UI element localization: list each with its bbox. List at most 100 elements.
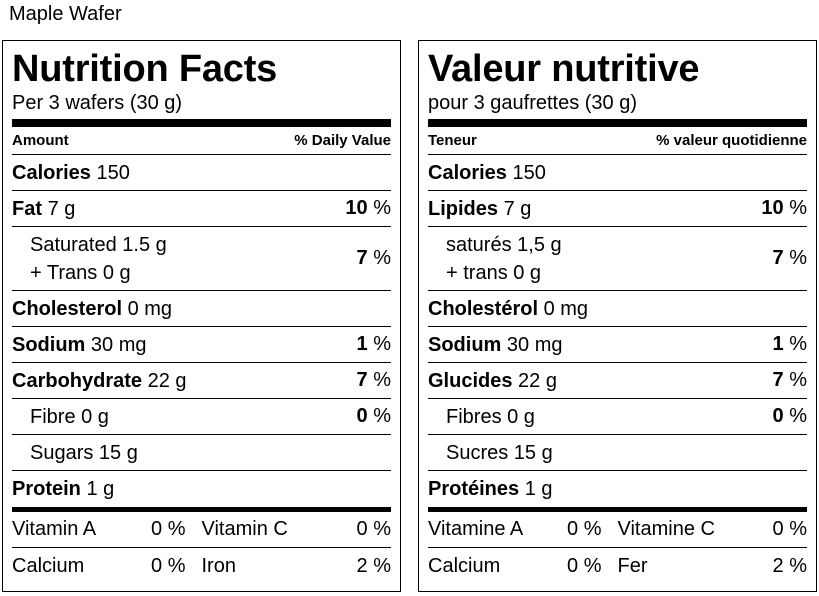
calcium-cell: Calcium 0 % bbox=[12, 555, 202, 578]
iron-label: Iron bbox=[201, 554, 236, 577]
saturated-dv-percent: % bbox=[373, 247, 391, 269]
minerals-row: Calcium 0 % Iron 2 % bbox=[12, 548, 391, 584]
vitamin-c-label: Vitamine C bbox=[617, 518, 715, 540]
cholesterol-label: Cholestérol bbox=[428, 297, 539, 320]
fibre-label: Fibre 0 g bbox=[30, 405, 109, 428]
iron-cell: Iron 2 % bbox=[202, 555, 392, 578]
vitamin-c-label: Vitamin C bbox=[201, 518, 288, 540]
cholesterol-cell: Cholesterol 0 mg bbox=[12, 295, 172, 323]
vitamin-a-label: Vitamin A bbox=[12, 518, 97, 540]
vitamin-c-cell: Vitamine C 0 % bbox=[618, 518, 808, 541]
sodium-daily-value: 1 % bbox=[773, 333, 807, 356]
sodium-label: Sodium bbox=[428, 333, 502, 356]
vitamin-a-label: Vitamine A bbox=[428, 518, 524, 540]
thick-rule bbox=[12, 119, 391, 127]
sugars-row: Sugars 15 g bbox=[12, 435, 391, 471]
thick-rule bbox=[428, 507, 807, 512]
saturated-trans-cell: saturés 1,5 g + trans 0 g bbox=[428, 231, 562, 287]
carbohydrate-row: Glucides 22 g 7 % bbox=[428, 363, 807, 399]
panel-title: Valeur nutritive bbox=[428, 48, 700, 90]
vitamin-a-value: 0 % bbox=[151, 518, 186, 540]
iron-value: 2 % bbox=[772, 554, 807, 577]
thick-rule bbox=[12, 507, 391, 512]
fat-daily-value: 10 % bbox=[345, 197, 391, 220]
carbohydrate-amount: 22 g bbox=[518, 369, 557, 392]
sodium-dv-percent: % bbox=[789, 333, 807, 355]
serving-size: pour 3 gaufrettes (30 g) bbox=[428, 92, 638, 114]
sodium-dv-number: 1 bbox=[356, 333, 368, 355]
sodium-dv-percent: % bbox=[373, 333, 391, 355]
sodium-amount: 30 mg bbox=[506, 333, 563, 356]
iron-cell: Fer 2 % bbox=[618, 555, 808, 578]
minerals-row: Calcium 0 % Fer 2 % bbox=[428, 548, 807, 584]
saturated-dv-number: 7 bbox=[356, 247, 368, 269]
saturated-dv-number: 7 bbox=[772, 247, 784, 269]
protein-amount: 1 g bbox=[86, 478, 115, 500]
nutrition-panel-english: Nutrition Facts Per 3 wafers (30 g) Amou… bbox=[2, 40, 401, 592]
product-name: Maple Wafer bbox=[9, 3, 122, 25]
sugars-row: Sucres 15 g bbox=[428, 435, 807, 471]
cholesterol-row: Cholesterol 0 mg bbox=[12, 291, 391, 327]
serving-size: Per 3 wafers (30 g) bbox=[12, 92, 183, 114]
fat-daily-value: 10 % bbox=[761, 197, 807, 220]
fibre-dv-number: 0 bbox=[356, 405, 368, 427]
saturated-trans-row: Saturated 1.5 g + Trans 0 g 7 % bbox=[12, 227, 391, 291]
calories-cell: Calories 150 bbox=[12, 159, 130, 187]
cholesterol-amount: 0 mg bbox=[127, 297, 173, 320]
sodium-label: Sodium bbox=[12, 333, 86, 356]
carbohydrate-dv-number: 7 bbox=[356, 369, 368, 391]
carbohydrate-label: Carbohydrate bbox=[12, 369, 143, 392]
amount-header: Amount bbox=[12, 132, 69, 149]
fat-amount: 7 g bbox=[47, 197, 76, 220]
protein-amount: 1 g bbox=[524, 478, 553, 500]
vitamin-c-cell: Vitamin C 0 % bbox=[202, 518, 392, 541]
calories-cell: Calories 150 bbox=[428, 159, 546, 187]
saturated-trans-cell: Saturated 1.5 g + Trans 0 g bbox=[12, 231, 167, 287]
amount-header: Teneur bbox=[428, 132, 477, 149]
fibre-label: Fibres 0 g bbox=[446, 405, 535, 428]
saturated-daily-value: 7 % bbox=[357, 247, 391, 270]
sodium-dv-number: 1 bbox=[772, 333, 784, 355]
fat-cell: Fat 7 g bbox=[12, 195, 75, 223]
fibre-dv-number: 0 bbox=[772, 405, 784, 427]
column-header-row: Teneur % valeur quotidienne bbox=[428, 127, 807, 155]
protein-row: Protein 1 g bbox=[12, 471, 391, 507]
calories-row: Calories 150 bbox=[428, 155, 807, 191]
daily-value-header: % Daily Value bbox=[294, 132, 391, 149]
carbohydrate-label: Glucides bbox=[428, 369, 513, 392]
fat-dv-number: 10 bbox=[345, 197, 368, 219]
carbohydrate-cell: Carbohydrate 22 g bbox=[12, 367, 187, 395]
carbohydrate-dv-number: 7 bbox=[772, 369, 784, 391]
cholesterol-cell: Cholestérol 0 mg bbox=[428, 295, 588, 323]
carbohydrate-amount: 22 g bbox=[147, 369, 187, 392]
fat-row: Lipides 7 g 10 % bbox=[428, 191, 807, 227]
carbohydrate-daily-value: 7 % bbox=[357, 369, 391, 392]
saturated-trans-row: saturés 1,5 g + trans 0 g 7 % bbox=[428, 227, 807, 291]
carbohydrate-dv-percent: % bbox=[789, 369, 807, 391]
protein-cell: Protein 1 g bbox=[12, 475, 114, 503]
trans-line: + Trans 0 g bbox=[30, 261, 131, 284]
fat-label: Fat bbox=[12, 197, 42, 220]
fibre-dv-percent: % bbox=[789, 405, 807, 427]
sodium-cell: Sodium 30 mg bbox=[12, 331, 147, 359]
calories-value: 150 bbox=[512, 161, 546, 184]
fat-amount: 7 g bbox=[503, 197, 532, 220]
trans-line: + trans 0 g bbox=[446, 261, 542, 284]
calories-value: 150 bbox=[96, 161, 130, 184]
protein-row: Protéines 1 g bbox=[428, 471, 807, 507]
column-header-row: Amount % Daily Value bbox=[12, 127, 391, 155]
carbohydrate-row: Carbohydrate 22 g 7 % bbox=[12, 363, 391, 399]
fibre-daily-value: 0 % bbox=[773, 405, 807, 428]
thick-rule bbox=[428, 119, 807, 127]
protein-label: Protéines bbox=[428, 478, 520, 500]
sodium-cell: Sodium 30 mg bbox=[428, 331, 563, 359]
calcium-value: 0 % bbox=[151, 554, 186, 577]
vitamins-row: Vitamin A 0 % Vitamin C 0 % bbox=[12, 512, 391, 548]
vitamin-c-value: 0 % bbox=[356, 518, 391, 540]
vitamin-c-value: 0 % bbox=[772, 518, 807, 540]
sugars-label: Sugars 15 g bbox=[30, 441, 138, 464]
fat-cell: Lipides 7 g bbox=[428, 195, 531, 223]
panel-title: Nutrition Facts bbox=[12, 48, 278, 90]
fibre-dv-percent: % bbox=[373, 405, 391, 427]
sodium-amount: 30 mg bbox=[90, 333, 147, 356]
